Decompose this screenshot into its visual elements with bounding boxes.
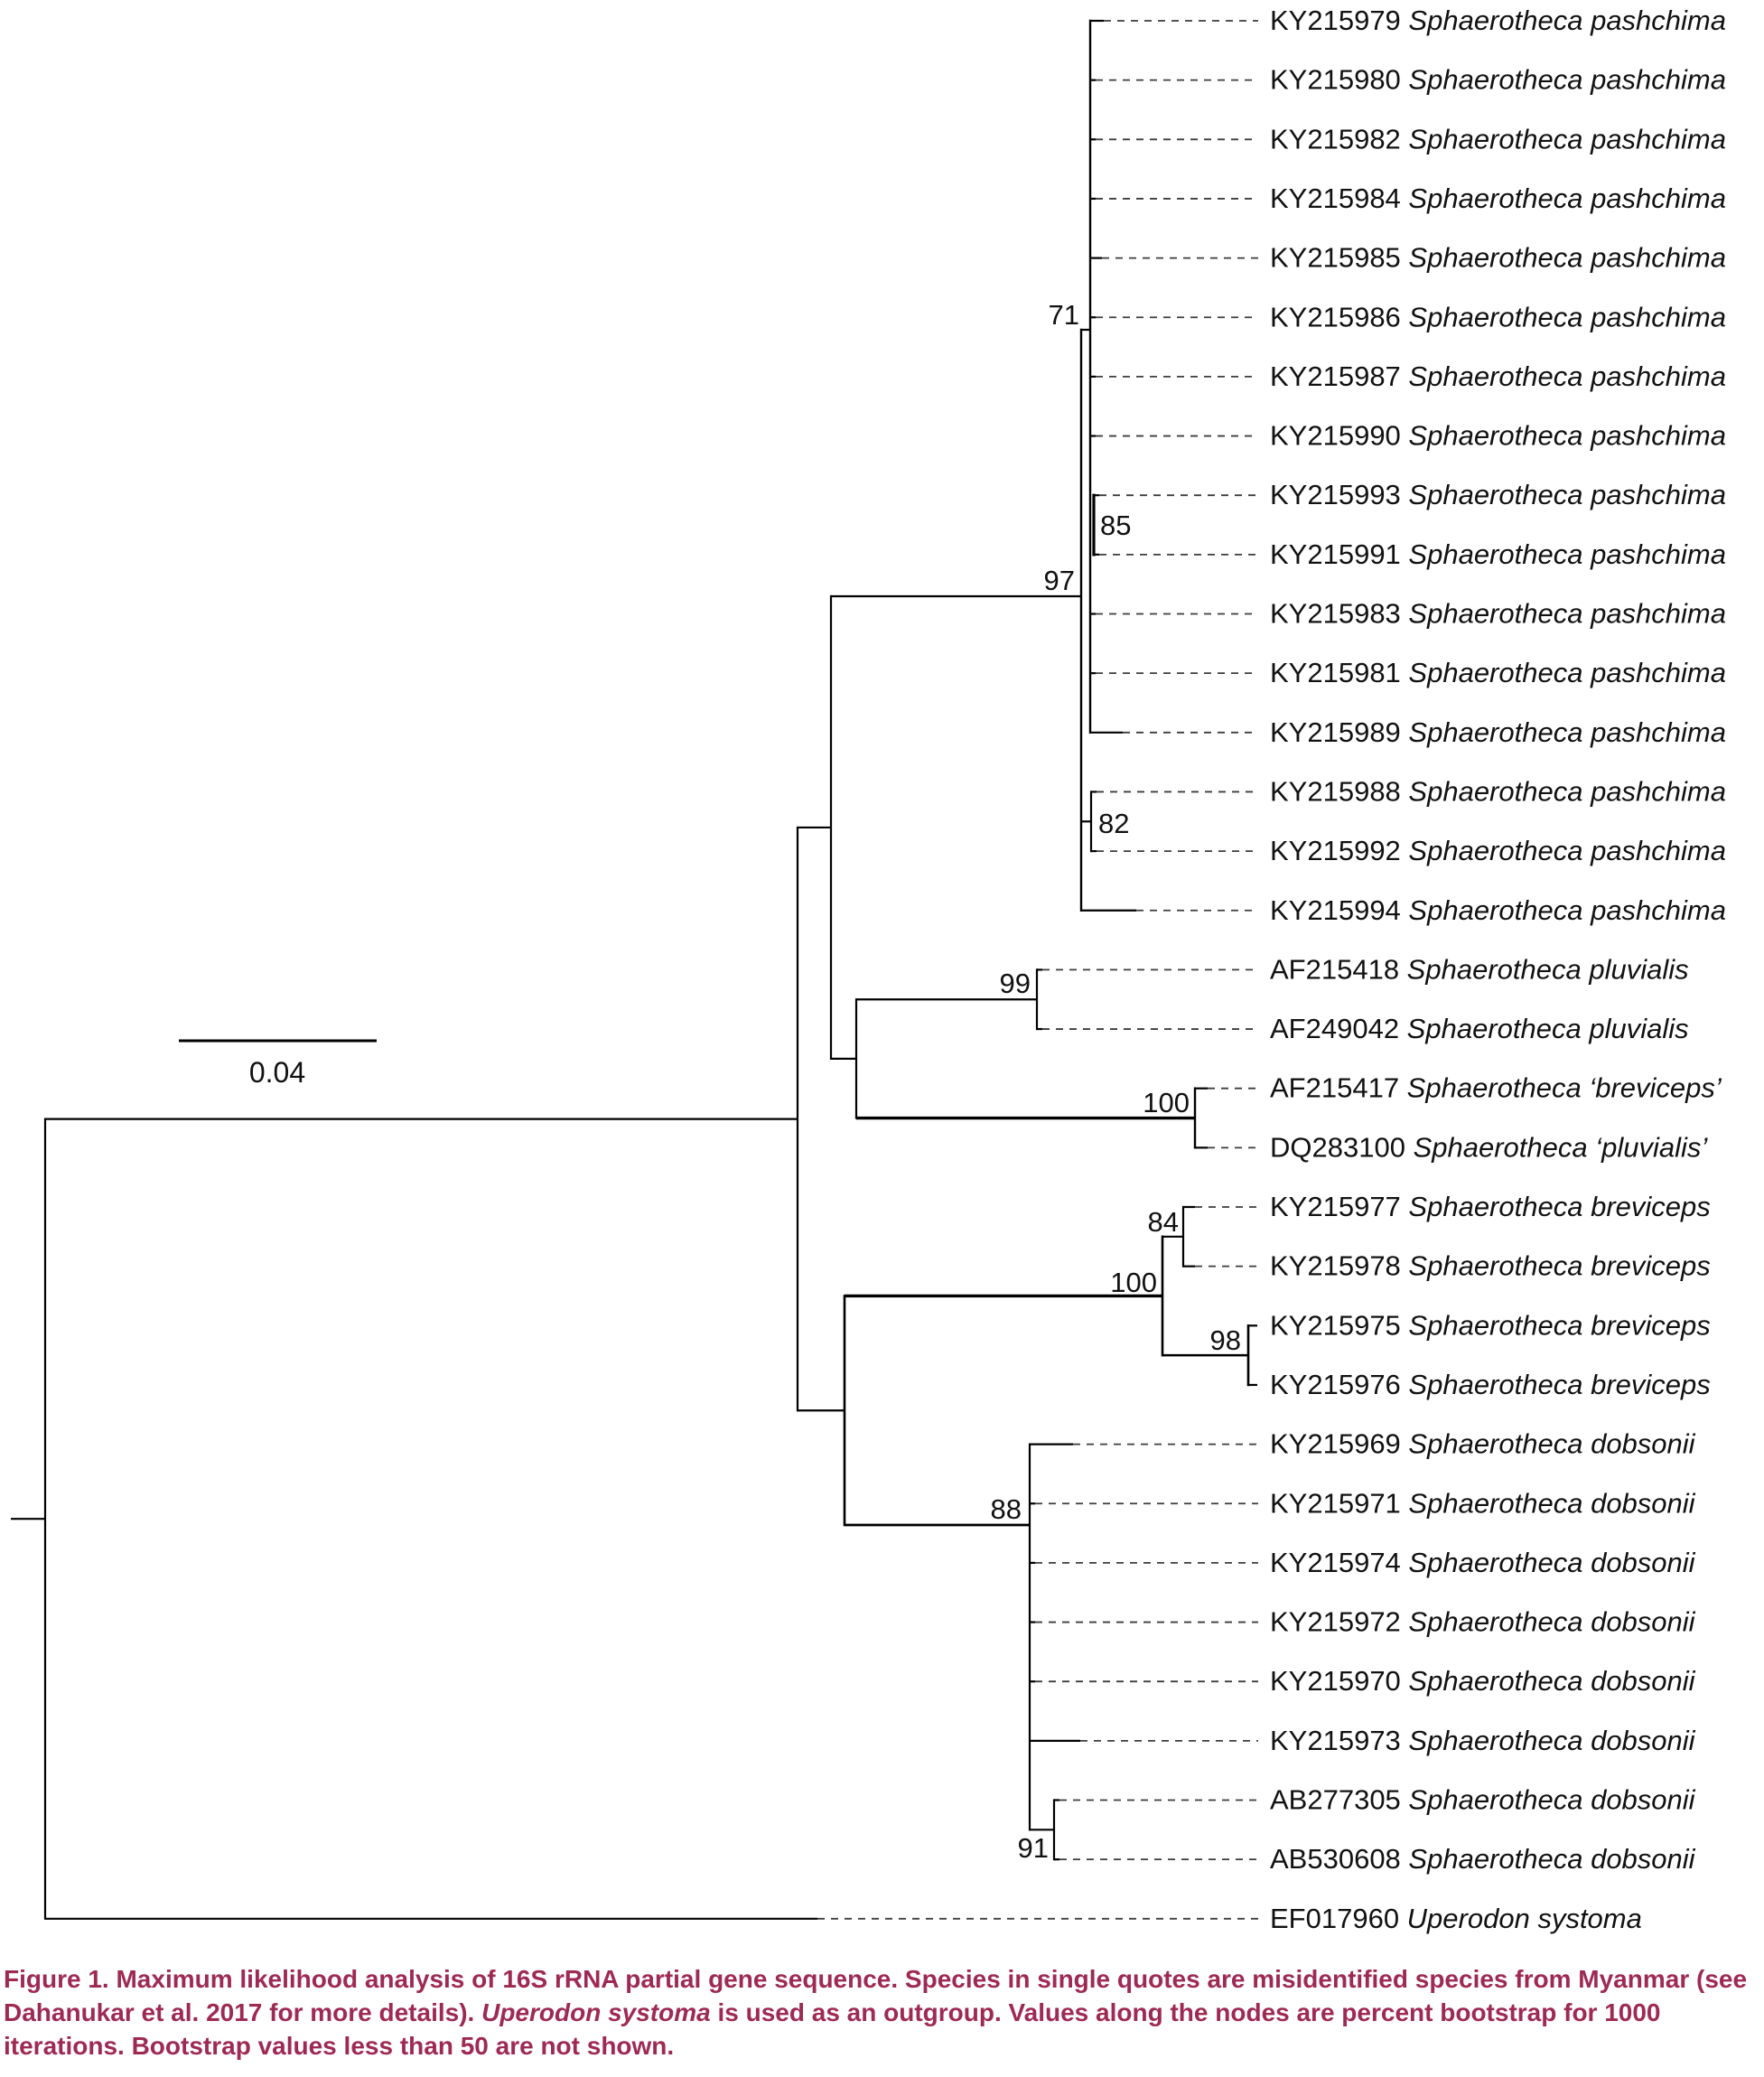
- taxon-label: KY215990 Sphaerotheca pashchima: [1270, 420, 1726, 452]
- scale-bar-label: 0.04: [249, 1056, 305, 1089]
- bootstrap-value: 82: [1098, 808, 1129, 839]
- bootstrap-value: 100: [1143, 1087, 1190, 1118]
- taxon-label: KY215974 Sphaerotheca dobsonii: [1270, 1547, 1696, 1578]
- taxon-label: KY215976 Sphaerotheca breviceps: [1270, 1369, 1711, 1400]
- taxon-label: KY215981 Sphaerotheca pashchima: [1270, 657, 1726, 688]
- taxon-label: KY215978 Sphaerotheca breviceps: [1270, 1250, 1711, 1282]
- taxon-label: KY215993 Sphaerotheca pashchima: [1270, 479, 1726, 510]
- taxon-label: KY215979 Sphaerotheca pashchima: [1270, 5, 1726, 36]
- taxon-label: KY215975 Sphaerotheca breviceps: [1270, 1309, 1711, 1341]
- bootstrap-value: 88: [991, 1493, 1022, 1525]
- taxon-label: KY215969 Sphaerotheca dobsonii: [1270, 1428, 1696, 1460]
- caption-text-2: is used as an outgroup. Values along the…: [4, 1998, 1661, 2061]
- taxon-label: KY215988 Sphaerotheca pashchima: [1270, 775, 1726, 807]
- bootstrap-value: 71: [1049, 299, 1079, 331]
- bootstrap-value: 97: [1044, 565, 1075, 596]
- taxon-label: KY215970 Sphaerotheca dobsonii: [1270, 1665, 1696, 1697]
- taxon-label: AB530608 Sphaerotheca dobsonii: [1270, 1843, 1696, 1875]
- taxon-label: KY215983 Sphaerotheca pashchima: [1270, 598, 1726, 630]
- taxon-label: KY215972 Sphaerotheca dobsonii: [1270, 1606, 1696, 1638]
- taxon-label: AB277305 Sphaerotheca dobsonii: [1270, 1784, 1696, 1816]
- taxon-label: KY215989 Sphaerotheca pashchima: [1270, 716, 1726, 748]
- taxon-label: KY215991 Sphaerotheca pashchima: [1270, 538, 1726, 570]
- taxon-label: KY215994 Sphaerotheca pashchima: [1270, 894, 1726, 926]
- taxon-label: AF215417 Sphaerotheca ‘breviceps’: [1270, 1072, 1722, 1104]
- taxon-label: KY215987 Sphaerotheca pashchima: [1270, 360, 1726, 392]
- caption-text: Figure 1. Maximum likelihood analysis of…: [4, 1965, 1748, 2027]
- figure-caption: Figure 1. Maximum likelihood analysis of…: [4, 1962, 1758, 2063]
- bootstrap-value: 100: [1110, 1267, 1157, 1298]
- taxon-label: KY215980 Sphaerotheca pashchima: [1270, 64, 1726, 96]
- bootstrap-value: 84: [1148, 1206, 1179, 1238]
- bootstrap-value: 85: [1100, 510, 1131, 541]
- taxon-label: KY215982 Sphaerotheca pashchima: [1270, 123, 1726, 154]
- bootstrap-value: 98: [1210, 1324, 1241, 1356]
- phylogenetic-tree: KY215979 Sphaerotheca pashchima KY215980 …: [11, 5, 1726, 1934]
- taxon-label: KY215992 Sphaerotheca pashchima: [1270, 835, 1726, 866]
- taxon-label: KY215971 Sphaerotheca dobsonii: [1270, 1487, 1696, 1519]
- bootstrap-value: 99: [1000, 968, 1031, 999]
- taxon-label: AF215418 Sphaerotheca pluvialis: [1270, 953, 1689, 985]
- taxon-label: DQ283100 Sphaerotheca ‘pluvialis’: [1270, 1131, 1708, 1163]
- taxon-label: KY215984 Sphaerotheca pashchima: [1270, 182, 1726, 214]
- caption-outgroup-species: Uperodon systoma: [481, 1998, 711, 2027]
- taxon-label: AF249042 Sphaerotheca pluvialis: [1270, 1013, 1689, 1044]
- taxon-label: EF017960 Uperodon systoma: [1270, 1903, 1642, 1934]
- taxon-label: KY215973 Sphaerotheca dobsonii: [1270, 1725, 1696, 1756]
- bootstrap-value: 91: [1018, 1832, 1049, 1864]
- taxon-label: KY215986 Sphaerotheca pashchima: [1270, 301, 1726, 332]
- taxon-label: KY215985 Sphaerotheca pashchima: [1270, 242, 1726, 274]
- taxon-label: KY215977 Sphaerotheca breviceps: [1270, 1191, 1711, 1222]
